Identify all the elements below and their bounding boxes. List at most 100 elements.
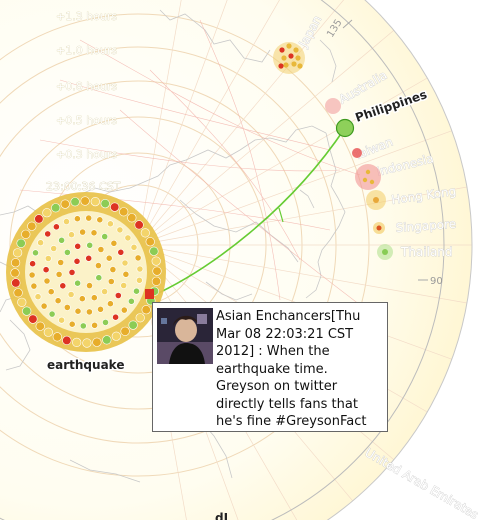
country-uae[interactable]: United Arab Emirates bbox=[362, 445, 481, 520]
tweet-dot[interactable] bbox=[114, 292, 122, 299]
tweet-dot[interactable] bbox=[74, 215, 81, 223]
tweet-dot[interactable] bbox=[72, 337, 82, 348]
tweet-dot[interactable] bbox=[116, 226, 124, 234]
tweet-dot[interactable] bbox=[55, 270, 63, 278]
tweet-dot[interactable] bbox=[42, 208, 52, 218]
tweet-dot[interactable] bbox=[151, 276, 161, 286]
country-bubble[interactable] bbox=[352, 148, 362, 158]
tweet-dot[interactable] bbox=[28, 314, 38, 324]
tweet-dot[interactable] bbox=[111, 331, 121, 341]
tweet-dot[interactable] bbox=[120, 326, 130, 336]
selected-tweet-marker[interactable] bbox=[145, 289, 154, 299]
tweet-dot[interactable] bbox=[134, 220, 144, 230]
tweet-dot[interactable] bbox=[373, 197, 379, 203]
tweet-dot[interactable] bbox=[107, 300, 114, 308]
country-bubble[interactable] bbox=[355, 164, 381, 190]
tweet-dot[interactable] bbox=[376, 225, 382, 231]
tweet-dot[interactable] bbox=[124, 234, 132, 242]
tweet-dot[interactable] bbox=[105, 254, 113, 262]
tweet-dot[interactable] bbox=[34, 293, 42, 301]
tweet-dot[interactable] bbox=[54, 297, 62, 305]
tweet-dot[interactable] bbox=[110, 239, 118, 247]
tweet-dot[interactable] bbox=[37, 239, 44, 247]
tweet-dot[interactable] bbox=[11, 258, 21, 268]
tweet-dot[interactable] bbox=[29, 260, 36, 268]
tweet-dot[interactable] bbox=[62, 335, 72, 346]
tweet-dot[interactable] bbox=[97, 305, 104, 313]
tweet-dot[interactable] bbox=[293, 47, 299, 53]
country-thailand[interactable]: Thailand bbox=[400, 245, 453, 260]
tweet-dot[interactable] bbox=[63, 303, 71, 311]
tweet-dot[interactable] bbox=[11, 278, 21, 288]
tweet-dot[interactable] bbox=[68, 320, 76, 328]
tweet-dot[interactable] bbox=[107, 278, 115, 285]
country-singapore[interactable]: Singapore bbox=[395, 216, 457, 235]
tweet-dot[interactable] bbox=[73, 257, 81, 265]
tweet-dot[interactable] bbox=[52, 332, 62, 342]
tweet-dot[interactable] bbox=[32, 249, 39, 257]
tweet-dot[interactable] bbox=[86, 282, 93, 289]
tweet-dot[interactable] bbox=[151, 256, 161, 266]
tweet-dot[interactable] bbox=[96, 216, 104, 224]
tweet-dot[interactable] bbox=[101, 233, 109, 240]
country-bubble[interactable] bbox=[325, 98, 341, 114]
tweet-dot[interactable] bbox=[122, 270, 130, 278]
tweet-dot[interactable] bbox=[48, 310, 56, 318]
tweet-dot[interactable] bbox=[78, 295, 86, 303]
tweet-dot[interactable] bbox=[51, 203, 61, 213]
tweet-dot[interactable] bbox=[68, 231, 75, 239]
tweet-dot[interactable] bbox=[70, 197, 80, 207]
tweet-dot[interactable] bbox=[90, 197, 100, 207]
tweet-dot[interactable] bbox=[102, 318, 109, 326]
tweet-dot[interactable] bbox=[95, 262, 102, 269]
tweet-dot[interactable] bbox=[95, 274, 103, 282]
tweet-dot[interactable] bbox=[44, 255, 52, 262]
tweet-dot[interactable] bbox=[86, 308, 93, 316]
tweet-dot[interactable] bbox=[79, 322, 87, 330]
tweet-dot[interactable] bbox=[133, 287, 140, 295]
tweet-dot[interactable] bbox=[121, 259, 129, 267]
tweet-dot[interactable] bbox=[130, 243, 138, 251]
tweet-dot[interactable] bbox=[16, 238, 26, 248]
tweet-dot[interactable] bbox=[91, 321, 98, 329]
tweet-dot[interactable] bbox=[74, 242, 82, 250]
tweet-dot[interactable] bbox=[85, 254, 93, 262]
tweet-dot[interactable] bbox=[286, 43, 292, 49]
tweet-dot[interactable] bbox=[90, 294, 98, 302]
tweet-dot[interactable] bbox=[382, 249, 388, 255]
tweet-dot[interactable] bbox=[50, 245, 58, 252]
tweet-dot[interactable] bbox=[74, 307, 82, 315]
tweet-dot[interactable] bbox=[92, 337, 102, 347]
tweet-dot[interactable] bbox=[85, 214, 93, 222]
tweet-dot[interactable] bbox=[58, 316, 65, 324]
tweet-dot[interactable] bbox=[141, 305, 151, 315]
tweet-dot[interactable] bbox=[279, 47, 285, 53]
tweet-dot[interactable] bbox=[74, 279, 81, 287]
tweet-dot[interactable] bbox=[64, 248, 71, 256]
tweet-dot[interactable] bbox=[112, 313, 119, 321]
tweet-dot[interactable] bbox=[40, 302, 48, 310]
tweet-dot[interactable] bbox=[79, 228, 86, 236]
tweet-dot[interactable] bbox=[44, 230, 52, 238]
tweet-dot[interactable] bbox=[27, 221, 37, 231]
tweet-dot[interactable] bbox=[128, 320, 138, 330]
tweet-dot[interactable] bbox=[110, 202, 120, 212]
tweet-dot[interactable] bbox=[134, 254, 142, 262]
tweet-dot[interactable] bbox=[28, 271, 36, 279]
tweet-dot[interactable] bbox=[57, 259, 65, 266]
tweet-dot[interactable] bbox=[10, 268, 20, 278]
tweet-dot[interactable] bbox=[278, 63, 284, 69]
tweet-dot[interactable] bbox=[120, 282, 128, 289]
tweet-dot[interactable] bbox=[22, 306, 32, 316]
tweet-dot[interactable] bbox=[149, 246, 159, 256]
tweet-dot[interactable] bbox=[60, 199, 70, 209]
tweet-dot[interactable] bbox=[283, 62, 289, 68]
tweet-dot[interactable] bbox=[117, 248, 125, 256]
earthquake-label[interactable]: earthquake bbox=[46, 357, 126, 374]
tweet-dot[interactable] bbox=[43, 277, 51, 285]
earthquake-cluster[interactable] bbox=[6, 192, 166, 352]
tweet-tooltip[interactable]: Asian Enchancers[Thu Mar 08 22:03:21 CST… bbox=[152, 302, 388, 432]
tweet-dot[interactable] bbox=[53, 223, 60, 231]
tweet-dot[interactable] bbox=[13, 288, 23, 298]
tweet-dot[interactable] bbox=[21, 229, 31, 239]
